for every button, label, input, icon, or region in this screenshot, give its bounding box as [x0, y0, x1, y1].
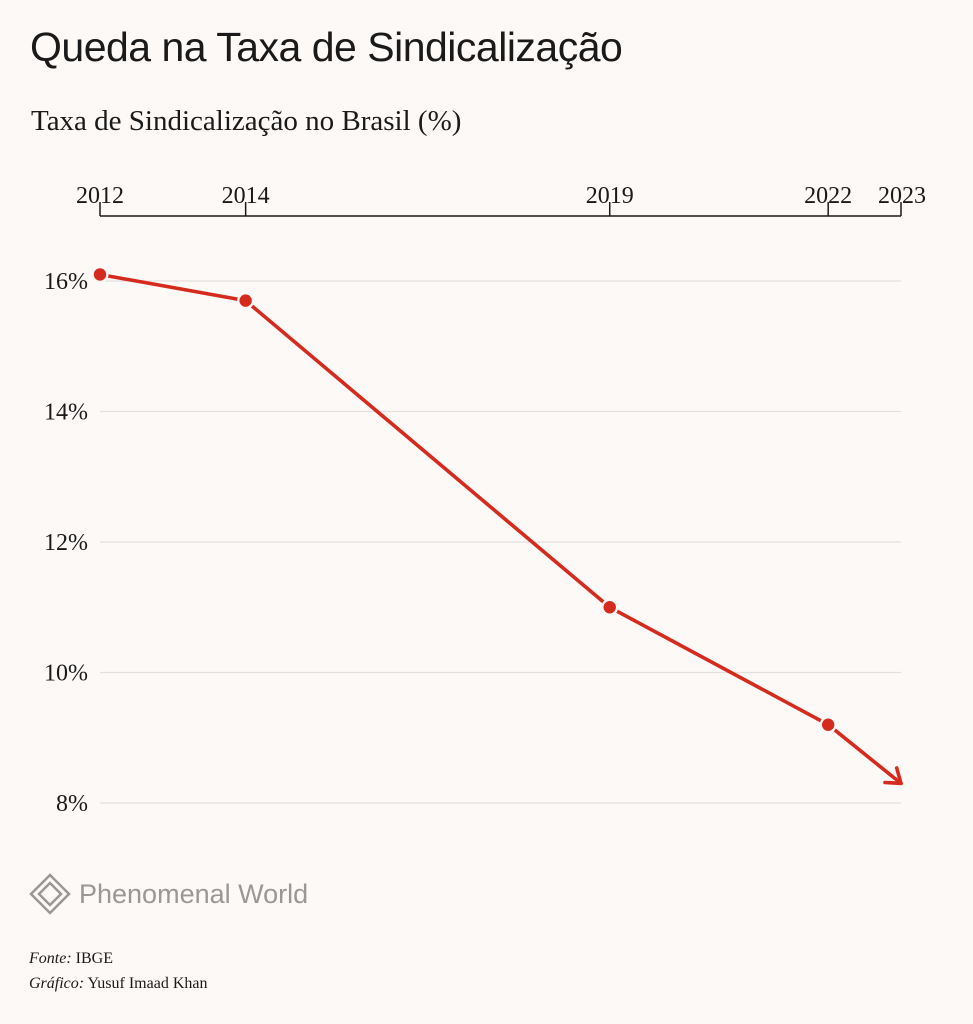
y-axis: 16% 14% 12% 10% 8% [44, 269, 88, 817]
data-point [821, 718, 835, 731]
chart-title: Queda na Taxa de Sindicalização [30, 24, 623, 70]
x-tick-label: 2012 [76, 183, 124, 209]
chart-credits: Fonte: IBGE Gráfico: Yusuf Imaad Khan [29, 946, 207, 996]
author-value: Yusuf Imaad Khan [87, 975, 208, 992]
x-tick-label: 2014 [222, 183, 270, 209]
diamond-logo-icon [29, 873, 71, 915]
source-line: Fonte: IBGE [29, 946, 207, 971]
series-line [98, 272, 903, 786]
y-tick-label: 12% [44, 530, 88, 556]
x-axis: 2012 2014 2019 2022 2023 [76, 183, 926, 217]
grid-lines [100, 280, 901, 804]
author-line: Gráfico: Yusuf Imaad Khan [29, 971, 207, 996]
x-tick-label: 2019 [586, 183, 634, 209]
y-tick-label: 14% [44, 400, 88, 426]
author-label: Gráfico: [29, 975, 85, 992]
x-tick-label: 2022 [804, 183, 852, 209]
x-tick-label: 2023 [878, 183, 926, 209]
source-label: Fonte: [29, 950, 72, 967]
chart-subtitle: Taxa de Sindicalização no Brasil (%) [31, 105, 462, 137]
line-chart: 2012 2014 2019 2022 2023 16% 14% 12% 10% 8% [44, 183, 926, 817]
data-point [239, 294, 252, 307]
data-point [93, 268, 107, 281]
y-tick-label: 16% [44, 269, 88, 295]
y-tick-label: 8% [56, 791, 88, 817]
trend-arrowhead [883, 766, 903, 786]
brand-logo: Phenomenal World [29, 873, 308, 915]
source-value: IBGE [75, 950, 113, 967]
data-point [603, 601, 616, 614]
brand-name: Phenomenal World [79, 878, 309, 909]
y-tick-label: 10% [44, 661, 88, 687]
series-layer [91, 265, 903, 786]
